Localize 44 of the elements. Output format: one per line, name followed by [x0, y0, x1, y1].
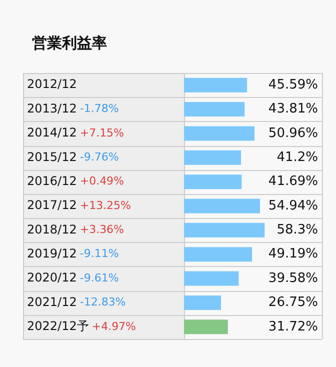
text: -9.11%	[80, 247, 119, 260]
bar	[184, 295, 222, 310]
y-tick-label: 2018/12	[27, 222, 77, 236]
bar	[184, 126, 254, 141]
data-label: 41.69%	[268, 174, 318, 190]
data-label: 41.2%	[276, 150, 318, 166]
bar	[184, 320, 228, 334]
text: +7.15%	[80, 126, 124, 140]
data-label: 49.19%	[268, 246, 318, 262]
text: +13.25%	[80, 198, 132, 212]
text: -9.76%	[80, 150, 119, 164]
bar	[184, 102, 245, 117]
y-tick-label: 2017/12	[27, 198, 77, 212]
text: +4.97%	[92, 320, 136, 333]
y-tick-label: 2022/12予	[27, 319, 89, 334]
chart-title: 営業利益率	[32, 34, 107, 53]
bar	[184, 198, 260, 214]
y-tick-label: 2015/12	[27, 150, 77, 164]
text: -9.61%	[80, 271, 119, 284]
text: +0.49%	[80, 174, 124, 188]
y-tick-label: 2021/12	[27, 294, 77, 309]
data-label: 50.96%	[268, 126, 318, 141]
y-tick-label: 2014/12	[27, 126, 77, 140]
bar	[184, 174, 242, 190]
data-label: 45.59%	[268, 77, 318, 92]
bar	[184, 150, 241, 165]
bar	[184, 78, 248, 92]
y-tick-label: 2012/12	[27, 77, 77, 92]
text: +3.36%	[80, 223, 124, 236]
data-label: 31.72%	[268, 319, 318, 334]
data-label: 58.3%	[276, 222, 318, 238]
y-tick-label: 2019/12	[27, 246, 77, 260]
y-tick-label: 2013/12	[27, 101, 77, 116]
bar	[184, 222, 265, 238]
data-label: 39.58%	[268, 270, 318, 286]
text: -1.78%	[80, 102, 119, 116]
text: -12.83%	[80, 296, 126, 309]
bar	[184, 247, 252, 262]
data-label: 43.81%	[268, 102, 318, 117]
y-tick-label: 2016/12	[27, 174, 77, 188]
data-label: 54.94%	[268, 198, 318, 214]
y-tick-label: 2020/12	[27, 270, 77, 285]
bar	[184, 271, 239, 286]
data-label: 26.75%	[268, 295, 318, 310]
